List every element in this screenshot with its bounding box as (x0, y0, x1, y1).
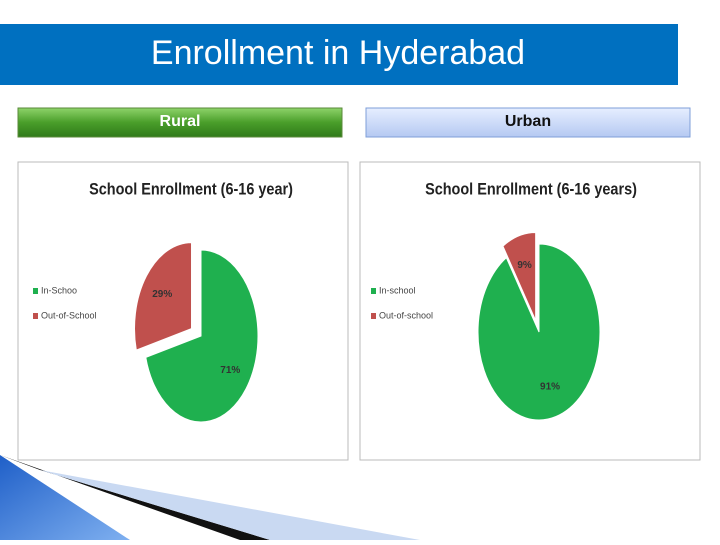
decoration (0, 455, 130, 540)
data-label: 9% (517, 260, 532, 271)
data-label: 91% (540, 382, 560, 393)
panel-label: Urban (505, 113, 551, 130)
data-label: 71% (220, 365, 240, 376)
panel-header (17, 107, 343, 138)
pie-slice (145, 249, 259, 423)
panel-label: Rural (160, 113, 201, 130)
pie-slice (502, 231, 537, 321)
legend-label: In-Schoo (41, 285, 77, 295)
legend-swatch (33, 313, 38, 319)
pie-slice (477, 243, 601, 421)
legend-label: In-school (379, 285, 416, 295)
legend-swatch (33, 288, 38, 294)
chart-title: School Enrollment (6-16 year) (89, 180, 293, 198)
title-bar (0, 24, 678, 85)
decoration (40, 470, 420, 540)
panel-header (365, 107, 691, 138)
chart-title: School Enrollment (6-16 years) (425, 180, 637, 198)
legend-swatch (371, 288, 376, 294)
legend-label: Out-of-school (379, 310, 433, 320)
data-label: 29% (152, 289, 172, 300)
legend-label: Out-of-School (41, 310, 97, 320)
legend-swatch (371, 313, 376, 319)
slide-title: Enrollment in Hyderabad (151, 34, 525, 72)
pie-slice (134, 242, 193, 351)
